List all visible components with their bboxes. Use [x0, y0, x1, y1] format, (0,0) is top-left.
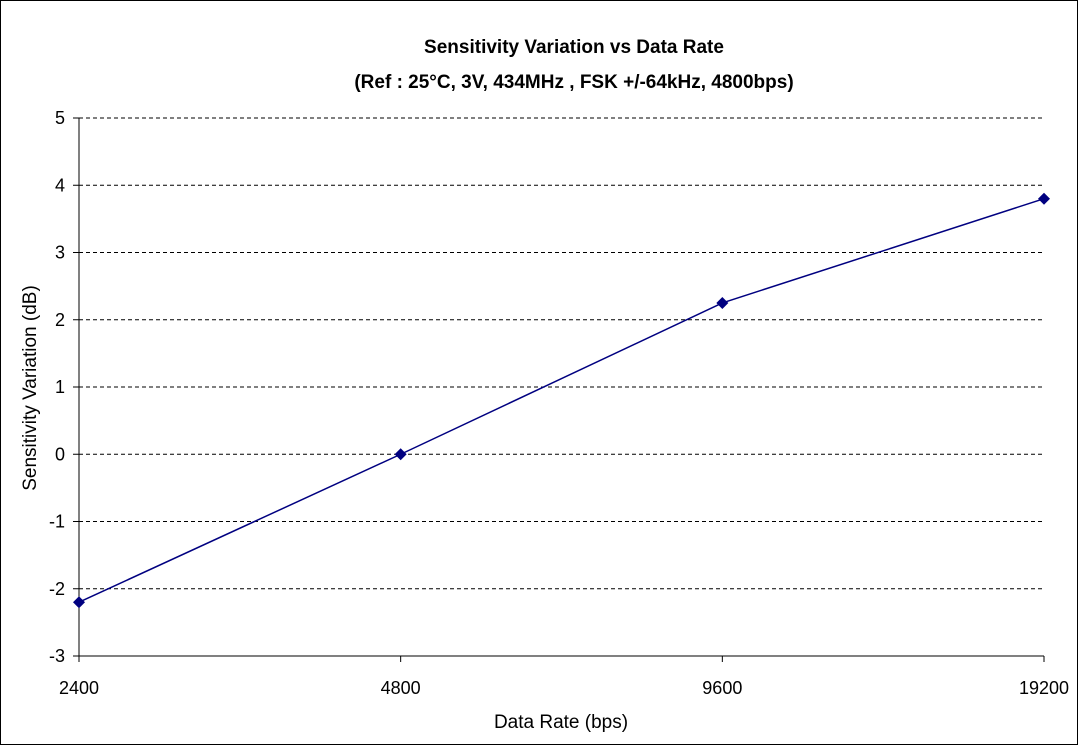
y-tick-label: 0 — [55, 444, 65, 464]
chart-subtitle: (Ref : 25°C, 3V, 434MHz , FSK +/-64kHz, … — [354, 72, 793, 93]
x-tick-label: 19200 — [1019, 678, 1069, 698]
data-point-marker — [716, 296, 729, 309]
x-tick-labels: 2400 4800 9600 19200 — [59, 678, 1069, 698]
y-tick-labels: -3 -2 -1 0 1 2 3 4 5 — [49, 108, 65, 666]
x-tick-label: 9600 — [702, 678, 742, 698]
series-line — [78, 197, 1045, 603]
y-tick-label: 3 — [55, 243, 65, 263]
y-tick-label: 1 — [55, 377, 65, 397]
chart-title: Sensitivity Variation vs Data Rate — [424, 37, 724, 58]
data-point-marker — [1038, 192, 1050, 205]
data-point-marker — [394, 448, 407, 461]
y-tick-label: 5 — [55, 108, 65, 128]
y-tick-label: 2 — [55, 310, 65, 330]
gridlines — [79, 117, 1044, 590]
x-axis-label: Data Rate (bps) — [494, 712, 628, 733]
y-tick-label: -2 — [49, 579, 65, 599]
data-point-marker — [73, 596, 85, 609]
y-tick-label: -3 — [49, 646, 65, 666]
y-axis-label: Sensitivity Variation (dB) — [20, 285, 41, 491]
y-tick-label: -1 — [49, 512, 65, 532]
axes — [73, 117, 1045, 662]
series-layer — [73, 192, 1050, 609]
y-tick-label: 4 — [55, 175, 65, 195]
x-tick-label: 4800 — [381, 678, 421, 698]
x-tick-label: 2400 — [59, 678, 99, 698]
